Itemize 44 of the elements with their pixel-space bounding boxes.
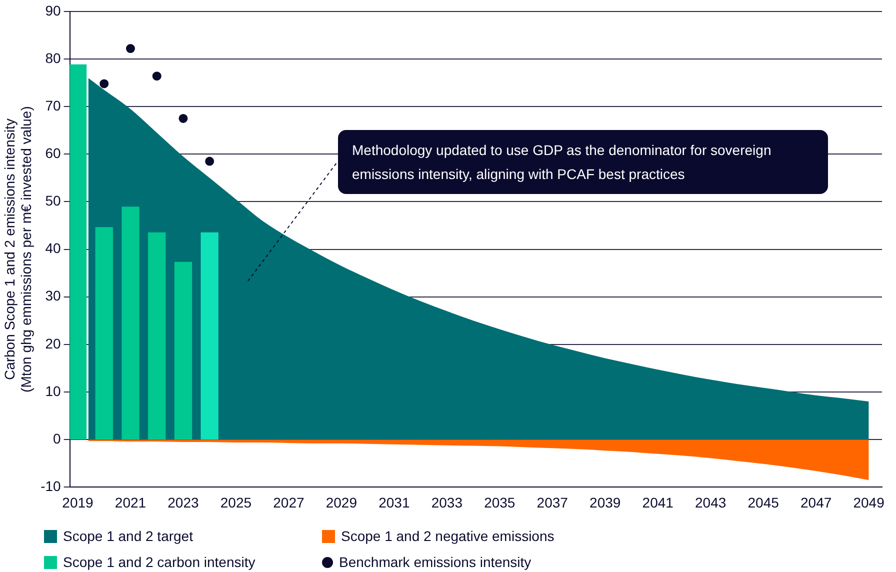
point xyxy=(126,44,135,54)
x-tick-label: 2033 xyxy=(431,494,463,510)
y-tick-label: 50 xyxy=(45,192,62,209)
x-tick-label: 2031 xyxy=(378,494,410,510)
y-axis-title: Carbon Scope 1 and 2 emissions intensity (Mton ghg emmissions per m€ invested value) xyxy=(1,106,34,392)
legend-label: Benchmark emissions intensity xyxy=(339,554,532,570)
x-tick-label: 2043 xyxy=(695,494,726,510)
point xyxy=(152,72,162,81)
y-tick-label: 70 xyxy=(45,97,62,114)
x-tick-label: 2027 xyxy=(273,494,304,510)
legend-label: Scope 1 and 2 target xyxy=(63,528,193,544)
x-tick-label: 2021 xyxy=(114,494,146,510)
x-tick-label: 2019 xyxy=(62,494,94,510)
x-tick-label: 2023 xyxy=(168,494,199,510)
legend-label: Scope 1 and 2 carbon intensity xyxy=(63,554,256,570)
x-tick-label: 2035 xyxy=(484,494,516,510)
y-tick-label: 20 xyxy=(45,335,62,352)
point xyxy=(100,79,109,88)
x-tick-label: 2041 xyxy=(642,494,674,510)
y-tick-label: 10 xyxy=(45,382,62,399)
y-tick-label: -10 xyxy=(40,478,62,494)
bar xyxy=(200,232,218,440)
y-tick-label: 30 xyxy=(45,288,62,304)
x-tick-label: 2045 xyxy=(748,494,780,510)
bar xyxy=(122,206,140,440)
bar xyxy=(95,227,113,440)
bar xyxy=(148,232,166,440)
y-tick-label: 80 xyxy=(45,50,62,66)
y-tick-label: 60 xyxy=(45,145,62,161)
x-tick-label: 2025 xyxy=(220,494,252,510)
point xyxy=(178,114,188,123)
x-tick-label: 2047 xyxy=(800,494,832,510)
x-tick-label: 2037 xyxy=(536,494,568,510)
y-tick-label: 0 xyxy=(53,430,62,446)
legend-label: Scope 1 and 2 negative emissions xyxy=(341,528,554,544)
x-tick-label: 2039 xyxy=(590,494,621,510)
y-tick-label: 90 xyxy=(45,2,62,18)
callout-box: Methodology updated to use GDP as the denominator for sovereign emissions intensity, aligning with PCAF best practices xyxy=(338,130,828,194)
point xyxy=(205,156,214,166)
x-tick-label: 2049 xyxy=(853,494,885,510)
bar xyxy=(174,262,192,440)
bar xyxy=(70,64,87,440)
y-tick-label: 40 xyxy=(45,240,62,256)
x-tick-label: 2029 xyxy=(326,494,358,510)
